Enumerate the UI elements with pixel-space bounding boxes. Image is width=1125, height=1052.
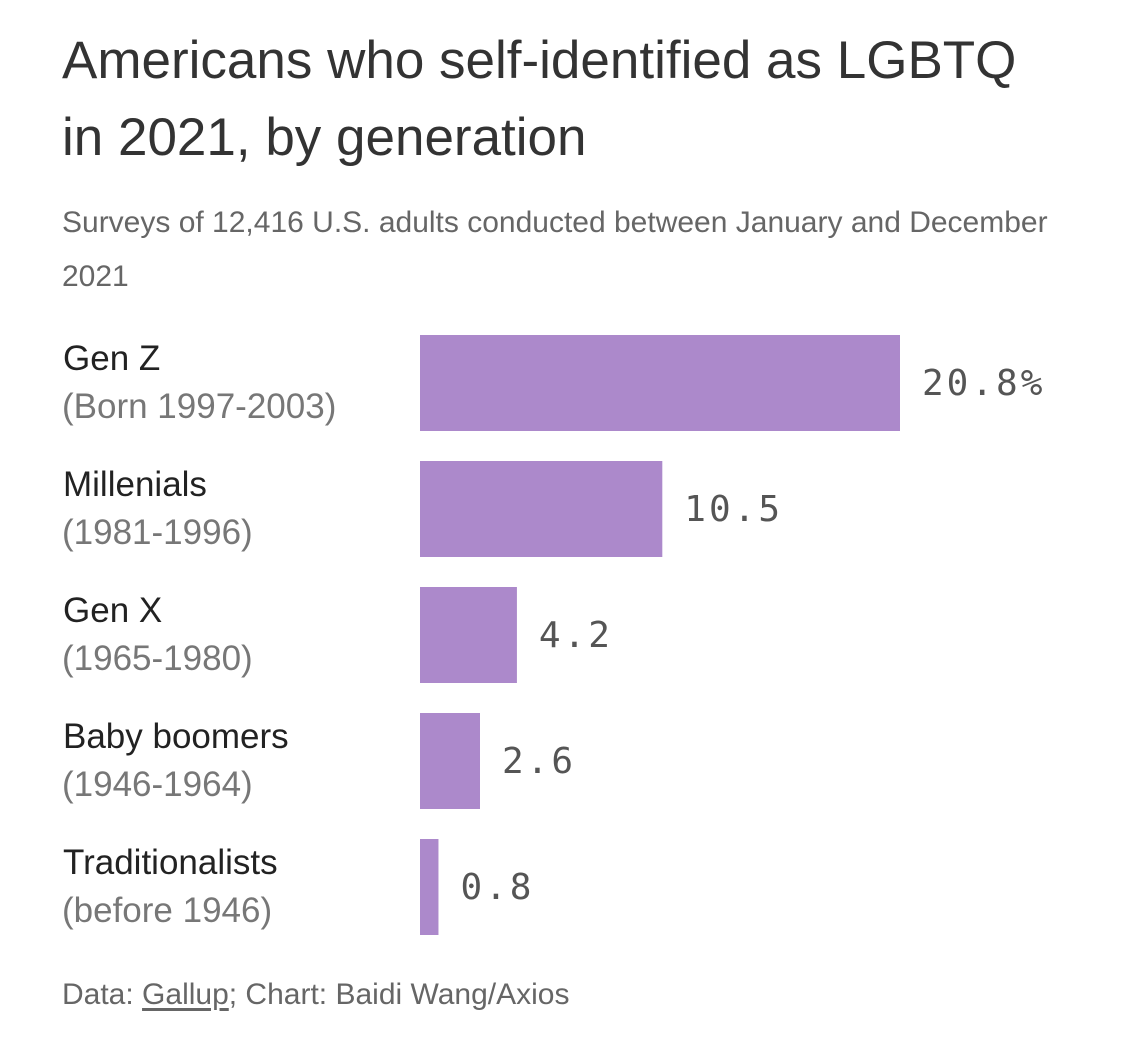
category-years-label: (1965-1980) <box>62 639 253 678</box>
data-label: 20.8% <box>922 363 1045 404</box>
chart-title: Americans who self-identified as LGBTQ i… <box>62 31 1017 167</box>
data-label: 2.6 <box>502 741 576 782</box>
chart-subtitle: Surveys of 12,416 U.S. adults conducted … <box>62 206 1048 293</box>
category-years-label: (1981-1996) <box>62 513 253 552</box>
category-name-label: Gen X <box>63 591 162 630</box>
category-years-label: (1946-1964) <box>62 765 253 804</box>
data-label: 10.5 <box>684 489 783 530</box>
bar <box>420 839 439 935</box>
category-years-label: (Born 1997-2003) <box>62 387 336 426</box>
bar <box>420 587 517 683</box>
data-label: 0.8 <box>460 867 534 908</box>
category-name-label: Traditionalists <box>63 843 278 882</box>
source-link[interactable]: Gallup <box>142 978 229 1011</box>
category-name-label: Millenials <box>63 465 207 504</box>
chart-footer: Data: Gallup; Chart: Baidi Wang/Axios <box>62 973 569 1017</box>
bar <box>420 713 480 809</box>
data-label: 4.2 <box>539 615 613 656</box>
footer-data-prefix: Data: <box>62 978 143 1011</box>
bar <box>420 335 900 431</box>
category-name-label: Gen Z <box>63 339 160 378</box>
category-years-label: (before 1946) <box>62 891 272 930</box>
category-name-label: Baby boomers <box>63 717 289 756</box>
bar <box>420 461 663 557</box>
footer-chart-credit: ; Chart: Baidi Wang/Axios <box>228 978 570 1011</box>
